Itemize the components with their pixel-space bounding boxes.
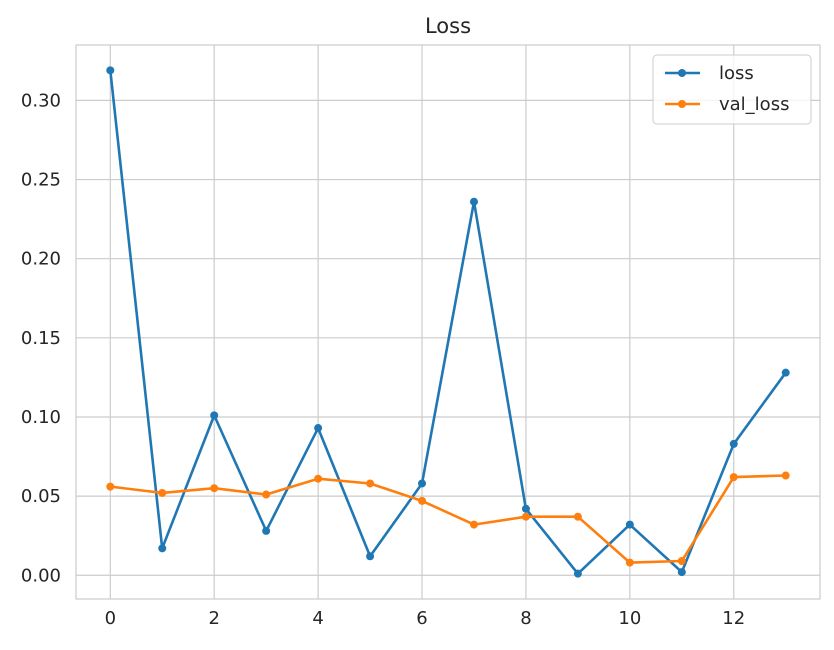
data-point [469, 197, 478, 206]
data-point [781, 471, 790, 480]
legend-swatch-marker [678, 100, 686, 108]
y-tick-label: 0.00 [21, 565, 61, 586]
data-point [366, 552, 375, 561]
data-point [469, 520, 478, 529]
data-point [158, 488, 167, 497]
data-point [314, 424, 323, 433]
data-point [521, 512, 530, 521]
data-point [366, 479, 375, 488]
y-tick-label: 0.20 [21, 249, 61, 270]
chart-title: Loss [425, 14, 471, 38]
data-point [677, 568, 686, 577]
x-tick-label: 0 [105, 608, 116, 629]
data-point [729, 473, 738, 482]
data-point [418, 496, 427, 505]
data-point [210, 484, 219, 493]
data-point [314, 474, 323, 483]
x-tick-label: 4 [312, 608, 323, 629]
plot-frame [75, 44, 821, 600]
series [106, 66, 790, 578]
data-point [262, 490, 271, 499]
x-tick-label: 2 [208, 608, 219, 629]
data-point [625, 520, 634, 529]
data-point [573, 569, 582, 578]
data-point [521, 504, 530, 513]
tick-labels: 0 2 4 6 8 10 12 0.00 0.05 0.10 0.15 0.20 0.25 0.30 [21, 90, 745, 629]
y-tick-label: 0.10 [21, 407, 61, 428]
y-tick-label: 0.25 [21, 170, 61, 191]
series-line [109, 70, 787, 576]
legend-label: val_loss [719, 94, 789, 115]
legend-label: loss [719, 63, 754, 84]
series-loss [106, 66, 790, 578]
x-tick-label: 10 [618, 608, 641, 629]
data-point [625, 558, 634, 567]
data-point [262, 526, 271, 535]
data-point [781, 368, 790, 377]
y-tick-label: 0.30 [21, 90, 61, 111]
data-point [158, 544, 167, 553]
legend-swatch-marker [678, 69, 686, 77]
series-val_loss [106, 471, 790, 567]
data-point [418, 479, 427, 488]
data-point [573, 512, 582, 521]
data-point [677, 557, 686, 566]
data-point [106, 66, 115, 75]
data-point [106, 482, 115, 491]
y-tick-label: 0.15 [21, 328, 61, 349]
x-tick-label: 8 [520, 608, 531, 629]
legend: loss val_loss [652, 54, 812, 125]
data-point [729, 439, 738, 448]
series-line [110, 474, 786, 564]
x-tick-label: 12 [722, 608, 745, 629]
data-point [210, 411, 219, 420]
y-tick-label: 0.05 [21, 486, 61, 507]
x-tick-label: 6 [416, 608, 427, 629]
